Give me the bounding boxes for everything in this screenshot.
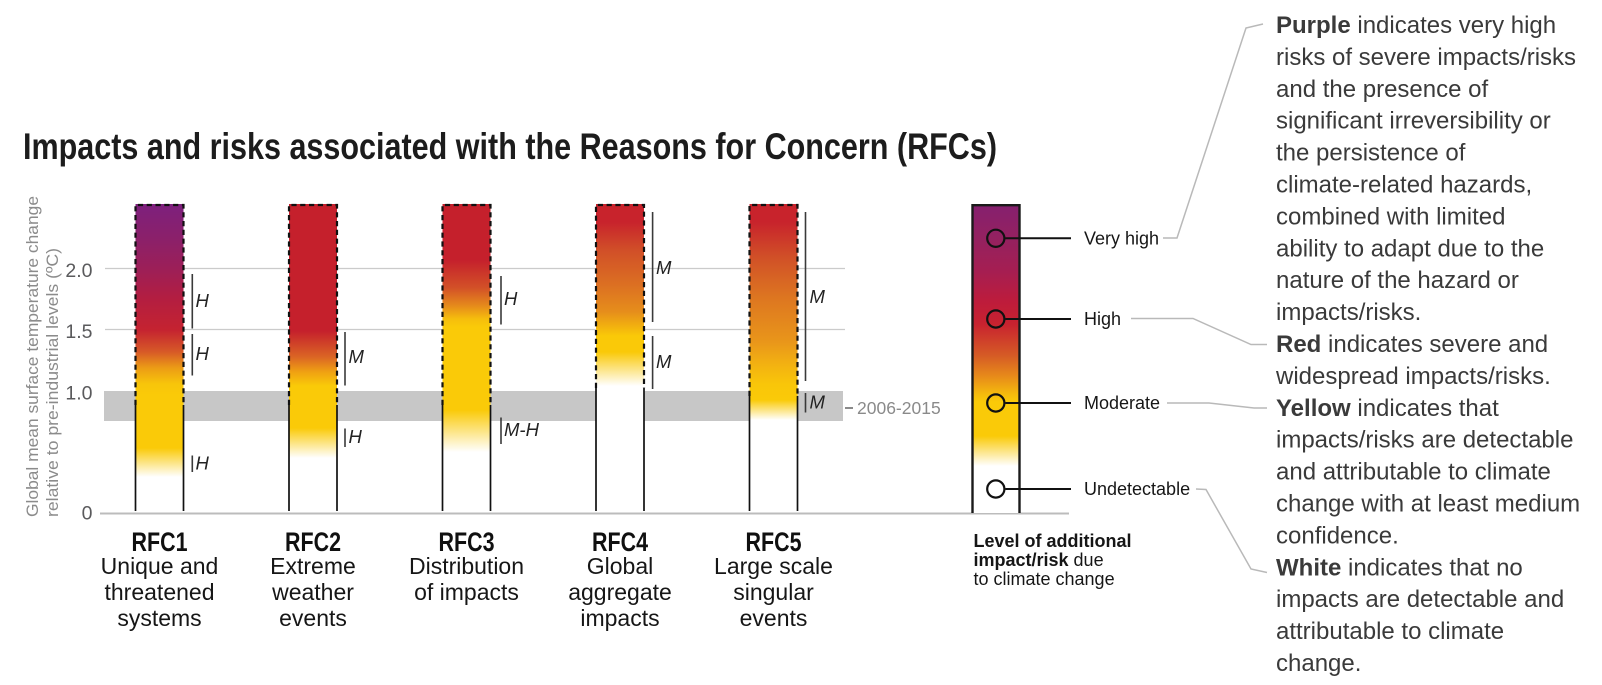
svg-text:attributable to climate: attributable to climate: [1276, 618, 1504, 645]
svg-text:weather: weather: [271, 579, 354, 605]
svg-text:impacts are detectable and: impacts are detectable and: [1276, 586, 1564, 613]
svg-text:Global: Global: [587, 553, 653, 579]
svg-text:H: H: [349, 426, 363, 447]
svg-text:1.5: 1.5: [65, 321, 92, 343]
svg-text:RFC2: RFC2: [285, 527, 341, 557]
svg-text:Yellow indicates that: Yellow indicates that: [1276, 395, 1499, 422]
svg-text:2006-2015: 2006-2015: [857, 398, 941, 418]
svg-text:Level of additional: Level of additional: [974, 531, 1132, 551]
svg-text:events: events: [740, 605, 808, 631]
svg-text:risks of severe impacts/risks: risks of severe impacts/risks: [1276, 44, 1576, 71]
svg-text:aggregate: aggregate: [568, 579, 672, 605]
svg-text:climate-related hazards,: climate-related hazards,: [1276, 172, 1532, 199]
svg-text:RFC3: RFC3: [439, 527, 495, 557]
svg-text:combined with limited: combined with limited: [1276, 203, 1505, 230]
svg-text:0: 0: [82, 502, 93, 524]
svg-text:threatened: threatened: [105, 579, 215, 605]
svg-text:impact/risk due: impact/risk due: [974, 550, 1104, 570]
svg-text:of impacts: of impacts: [414, 579, 519, 605]
svg-text:events: events: [279, 605, 347, 631]
svg-text:the persistence of: the persistence of: [1276, 140, 1466, 167]
svg-text:M: M: [656, 257, 672, 278]
svg-text:change.: change.: [1276, 650, 1361, 677]
svg-text:relative to pre-industrial lev: relative to pre-industrial levels (ºC): [43, 248, 62, 517]
svg-text:Large scale: Large scale: [714, 553, 833, 579]
svg-text:M: M: [810, 286, 826, 307]
svg-text:Distribution: Distribution: [409, 553, 524, 579]
svg-text:nature of the hazard or: nature of the hazard or: [1276, 267, 1519, 294]
svg-text:Extreme: Extreme: [270, 553, 356, 579]
svg-text:and attributable to climate: and attributable to climate: [1276, 459, 1551, 486]
svg-text:2.0: 2.0: [65, 260, 92, 282]
svg-text:White indicates that no: White indicates that no: [1276, 554, 1523, 581]
svg-text:Red indicates severe and: Red indicates severe and: [1276, 331, 1548, 358]
svg-text:change with at least medium: change with at least medium: [1276, 491, 1580, 518]
svg-text:Undetectable: Undetectable: [1084, 479, 1190, 499]
svg-text:significant irreversibility or: significant irreversibility or: [1276, 108, 1551, 135]
svg-text:Impacts and risks associated w: Impacts and risks associated with the Re…: [23, 126, 997, 167]
svg-text:M: M: [810, 392, 826, 413]
svg-text:1.0: 1.0: [65, 383, 92, 405]
svg-text:M-H: M-H: [504, 419, 540, 440]
svg-text:H: H: [504, 288, 518, 309]
svg-text:RFC4: RFC4: [592, 527, 648, 557]
svg-text:H: H: [196, 290, 210, 311]
svg-text:RFC5: RFC5: [746, 527, 802, 557]
svg-text:Very high: Very high: [1084, 228, 1159, 248]
svg-text:RFC1: RFC1: [132, 527, 188, 557]
svg-text:Moderate: Moderate: [1084, 393, 1160, 413]
svg-text:H: H: [196, 343, 210, 364]
svg-text:and the presence of: and the presence of: [1276, 76, 1488, 103]
svg-text:impacts/risks.: impacts/risks.: [1276, 299, 1421, 326]
svg-text:confidence.: confidence.: [1276, 522, 1399, 549]
svg-text:ability to adapt due to the: ability to adapt due to the: [1276, 235, 1544, 262]
svg-text:widespread impacts/risks.: widespread impacts/risks.: [1275, 363, 1551, 390]
svg-text:systems: systems: [117, 605, 201, 631]
svg-text:Unique and: Unique and: [101, 553, 219, 579]
svg-text:to climate change: to climate change: [974, 569, 1115, 589]
svg-text:H: H: [196, 453, 210, 474]
svg-text:Purple indicates very high: Purple indicates very high: [1276, 12, 1556, 39]
svg-text:singular: singular: [733, 579, 814, 605]
svg-text:High: High: [1084, 309, 1121, 329]
svg-text:impacts: impacts: [580, 605, 659, 631]
svg-text:Global mean surface temperatur: Global mean surface temperature change: [23, 196, 42, 517]
svg-text:impacts/risks are detectable: impacts/risks are detectable: [1276, 427, 1573, 454]
svg-text:M: M: [349, 346, 365, 367]
svg-text:M: M: [656, 351, 672, 372]
